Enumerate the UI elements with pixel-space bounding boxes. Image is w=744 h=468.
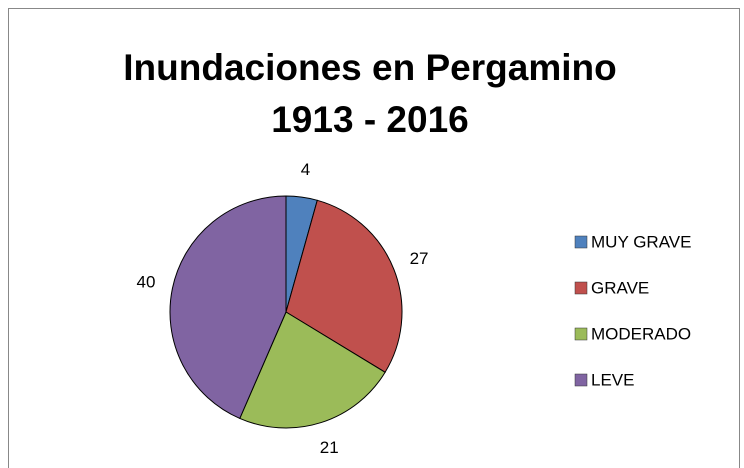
legend-swatch [574, 281, 588, 295]
data-label: 4 [301, 160, 310, 179]
data-label: 40 [137, 272, 156, 291]
legend-label: GRAVE [591, 278, 649, 297]
legend-label: MUY GRAVE [591, 232, 691, 251]
legend-label: MODERADO [591, 324, 691, 343]
legend-swatch [574, 235, 588, 249]
legend-swatch [574, 373, 588, 387]
data-label: 27 [410, 249, 429, 268]
pie-slice [169, 195, 287, 420]
legend-label: LEVE [591, 370, 634, 389]
legend-swatch [574, 327, 588, 341]
chart-title: Inundaciones en Pergamino [123, 47, 616, 88]
data-label: 21 [320, 438, 339, 457]
chart-title: 1913 - 2016 [271, 99, 469, 140]
pie-slice [239, 311, 386, 429]
